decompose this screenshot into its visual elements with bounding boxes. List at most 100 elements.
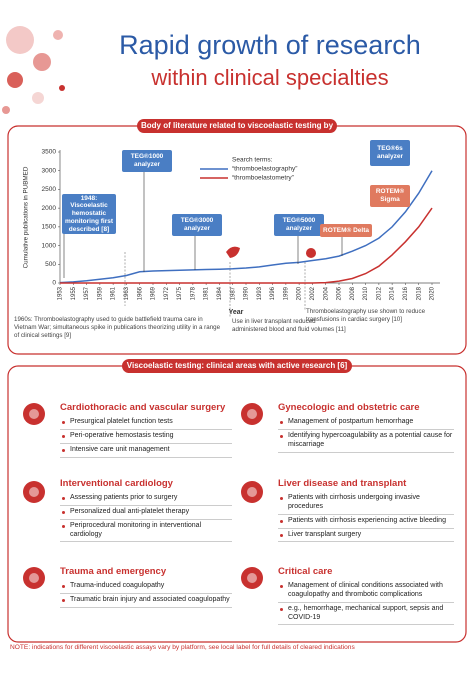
x-tick-label: 2018 — [416, 286, 422, 300]
chart-note: Use in liver transplant reduced administ… — [232, 318, 346, 334]
bullet: Presurgical platelet function tests — [60, 416, 232, 431]
annotation: ROTEM® Sigma — [370, 185, 410, 207]
section-title: Critical care — [278, 566, 333, 577]
bullet-text: Patients with cirrhosis undergoing invas… — [288, 494, 420, 511]
series-line — [59, 170, 433, 284]
bullet-dot — [280, 421, 283, 425]
x-tick-label: 1955 — [71, 286, 77, 300]
dot — [2, 106, 10, 114]
bullet: Periprocedural monitoring in interventio… — [60, 520, 232, 543]
chart-title: Body of literature related to viscoelast… — [137, 119, 337, 133]
area-icon-inner — [247, 573, 257, 583]
chart-note: 1960s: Thromboelastography used to guide… — [14, 316, 221, 340]
x-tick-label: 1984 — [217, 286, 223, 300]
page-title: Rapid growth of research — [119, 30, 421, 60]
area-icon-inner — [29, 409, 39, 419]
page-subtitle: within clinical specialties — [150, 65, 388, 90]
y-tick-label: 3000 — [42, 167, 57, 174]
bullet-dot — [280, 519, 283, 523]
x-tick-label: 2010 — [363, 286, 369, 300]
area-icon-inner — [247, 487, 257, 497]
bullet-text: Management of postpartum hemorrhage — [288, 418, 414, 426]
bullet: Patients with cirrhosis experiencing act… — [278, 515, 454, 529]
bullet: Patients with cirrhosis undergoing invas… — [278, 492, 454, 515]
section-box: Cardiothoracic and vascular surgery Presu… — [60, 402, 232, 458]
x-tick-label: 1969 — [151, 286, 157, 300]
bullet: Intensive care unit management — [60, 444, 232, 458]
y-tick-label: 3500 — [42, 149, 57, 156]
bullet-text: Liver transplant surgery — [288, 530, 362, 538]
x-tick-label: 2020 — [430, 286, 436, 300]
section-title: Trauma and emergency — [60, 566, 167, 577]
bullet-dot — [62, 511, 65, 515]
bullet-dot — [62, 435, 65, 439]
x-tick-label: 2000 — [297, 286, 303, 300]
y-tick-label: 0 — [52, 280, 56, 287]
x-tick-label: 1972 — [164, 286, 170, 300]
areas-title-box: Viscoelastic testing: clinical areas wit… — [122, 359, 352, 373]
chart-note-box: 1960s: Thromboelastography used to guide… — [14, 316, 221, 340]
bullet: Management of postpartum hemorrhage — [278, 416, 454, 431]
bullet-text: Peri-operative hemostasis testing — [70, 432, 174, 440]
bullet-text: e.g., hemorrhage, mechanical support, se… — [288, 604, 444, 621]
section-box: Interventional cardiology Assessing patie… — [60, 478, 232, 543]
chart-note: Thromboelastography use shown to reduce … — [306, 308, 426, 324]
section-box: Gynecologic and obstetric care Management… — [278, 402, 454, 453]
bullet-dot — [280, 435, 283, 439]
bullet-text: Identifying hypercoagulability as a pote… — [288, 432, 453, 448]
y-tick-label: 2500 — [42, 186, 57, 193]
annotation-box: ROTEM® Sigma — [370, 185, 410, 207]
y-axis-label: Cumulative publications in PUBMED — [23, 166, 30, 268]
dot — [32, 92, 44, 104]
y-tick-label: 2000 — [42, 205, 57, 212]
bullet: Liver transplant surgery — [278, 529, 454, 543]
bullet-text: Presurgical platelet function tests — [70, 418, 173, 426]
annotation-box: ROTEM® Delta — [320, 224, 372, 237]
bullet: Traumatic brain injury and associated co… — [60, 594, 232, 608]
section: Interventional cardiology Assessing patie… — [60, 478, 232, 543]
liver-icon — [226, 246, 240, 258]
bullet: Assessing patients prior to surgery — [60, 492, 232, 507]
dot — [7, 72, 23, 88]
annotation: TEG®1000 analyzer — [122, 150, 172, 172]
section-title: Interventional cardiology — [60, 478, 173, 489]
x-tick-label: 1981 — [204, 286, 210, 300]
x-tick-label: 1993 — [257, 286, 263, 300]
footnote: NOTE: indications for different viscoela… — [10, 644, 355, 651]
legend-title: Search terms: — [232, 157, 273, 164]
bullet-text: Traumatic brain injury and associated co… — [70, 596, 230, 604]
bullet-dot — [62, 599, 65, 603]
section-title: Liver disease and transplant — [278, 478, 407, 489]
bullet: Identifying hypercoagulability as a pote… — [278, 430, 454, 453]
x-tick-label: 2004 — [323, 286, 329, 300]
x-tick-label: 2002 — [310, 286, 316, 300]
decor-dots — [2, 26, 65, 114]
y-tick-label: 1000 — [42, 242, 57, 249]
y-tick-label: 500 — [45, 261, 56, 268]
chart-note-box: Use in liver transplant reduced administ… — [232, 318, 346, 334]
annotation: 1948: Viscoelastic hemostatic monitoring… — [62, 194, 116, 234]
legend-label: “thromboelastometry” — [232, 175, 294, 182]
bullet-dot — [62, 421, 65, 425]
x-tick-label: 1987 — [230, 286, 236, 300]
x-tick-label: 1963 — [124, 286, 130, 300]
area-icon-inner — [29, 573, 39, 583]
x-tick-label: 1959 — [97, 286, 103, 300]
dot — [59, 85, 65, 91]
heart-icon — [306, 248, 316, 258]
bullet-dot — [62, 585, 65, 589]
x-tick-label: 1996 — [270, 286, 276, 300]
x-tick-label: 2006 — [337, 286, 343, 300]
x-tick-label: 2012 — [376, 286, 382, 300]
bullet-text: Periprocedural monitoring in interventio… — [70, 521, 202, 538]
annotation: ROTEM® Delta — [320, 224, 372, 237]
legend-label: “thromboelastography” — [232, 166, 297, 173]
bullet: Trauma-induced coagulopathy — [60, 580, 232, 595]
bullet-dot — [62, 497, 65, 501]
chart-note-box: Thromboelastography use shown to reduce … — [306, 308, 426, 324]
bullet-dot — [62, 448, 65, 452]
bullet-dot — [280, 533, 283, 537]
dot — [33, 53, 51, 71]
